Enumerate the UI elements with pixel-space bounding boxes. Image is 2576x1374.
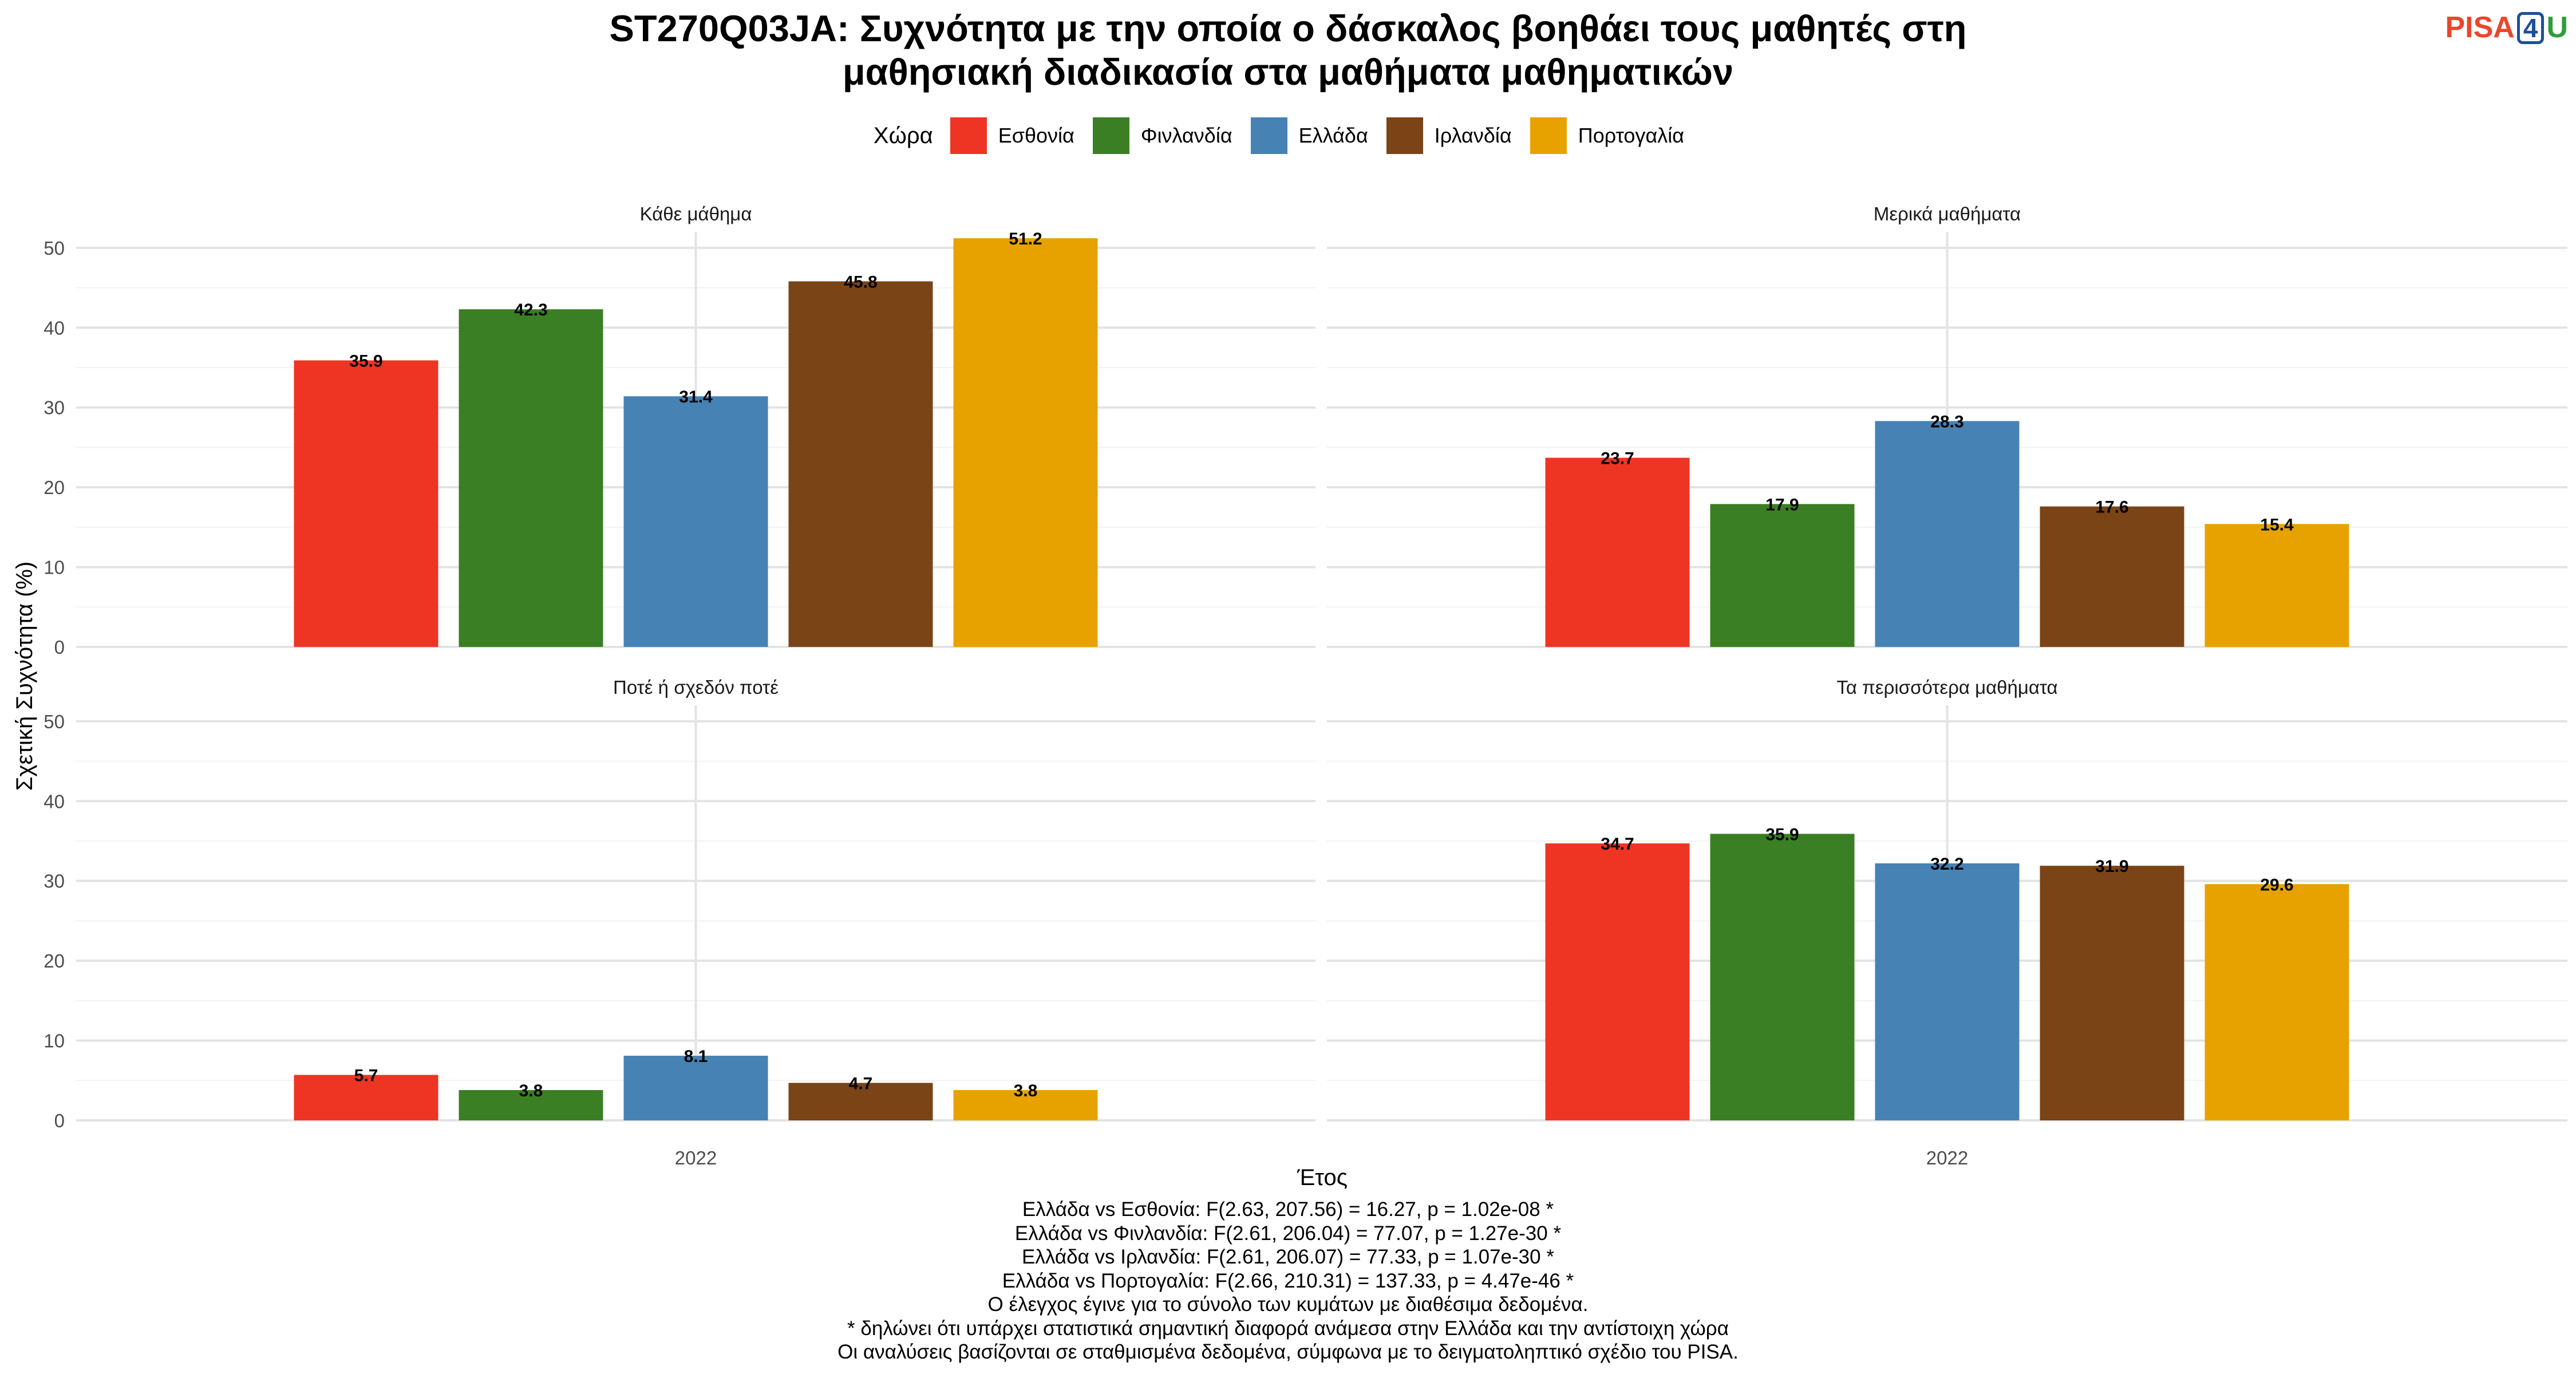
bar (459, 1090, 603, 1120)
logo-part: U (2546, 11, 2568, 44)
bar (1710, 504, 1855, 647)
bar (1875, 863, 2020, 1120)
facet-label: Κάθε μάθημα (640, 203, 752, 224)
data-label: 3.8 (519, 1081, 543, 1100)
legend-label: Εσθονία (998, 124, 1074, 147)
legend-label: Φινλανδία (1140, 124, 1232, 147)
data-label: 35.9 (349, 352, 382, 370)
facet-label: Μερικά μαθήματα (1874, 203, 2021, 224)
bar (2204, 884, 2349, 1120)
y-tick-label: 50 (44, 238, 65, 259)
bar (459, 309, 603, 647)
legend-swatch (1530, 117, 1567, 154)
note-line: * δηλώνει ότι υπάρχει στατιστικά σημαντι… (847, 1317, 1729, 1340)
legend-swatch (950, 117, 987, 154)
data-label: 45.8 (844, 273, 877, 291)
legend-item: Φινλανδία (1092, 117, 1232, 154)
bar (1545, 457, 1690, 647)
data-label: 29.6 (2260, 875, 2293, 894)
data-label: 3.8 (1014, 1081, 1038, 1100)
facet-label: Τα περισσότερα μαθήματα (1836, 677, 2057, 698)
bar (1545, 843, 1690, 1120)
chart-title: ST270Q03JA: Συχνότητα με την οποία ο δάσ… (0, 7, 2576, 94)
legend-swatch (1250, 117, 1287, 154)
x-tick-label: 2022 (675, 1147, 717, 1168)
bar (2204, 524, 2349, 647)
data-label: 42.3 (514, 301, 547, 319)
y-tick-label: 20 (44, 477, 65, 498)
logo-part: PISA (2445, 11, 2515, 44)
pisa4u-logo: PISA 4 U (2445, 10, 2568, 45)
bar (788, 281, 933, 647)
facet-label: Ποτέ ή σχεδόν ποτέ (613, 677, 779, 698)
bar (294, 360, 438, 647)
data-label: 31.9 (2095, 857, 2128, 876)
legend-item: Ελλάδα (1250, 117, 1368, 154)
legend-title: Χώρα (873, 123, 933, 148)
bar (294, 1075, 438, 1120)
note-line: Ελλάδα vs Εσθονία: F(2.63, 207.56) = 16.… (1022, 1198, 1554, 1221)
legend-item: Ιρλανδία (1386, 117, 1512, 154)
y-tick-label: 10 (44, 1030, 65, 1052)
data-label: 32.2 (1930, 855, 1963, 874)
y-tick-label: 40 (44, 317, 65, 338)
note-line: Ο έλεγχος έγινε για το σύνολο των κυμάτω… (987, 1293, 1589, 1316)
chart-title-line: μαθησιακή διαδικασία στα μαθήματα μαθημα… (842, 51, 1734, 93)
legend-label: Ιρλανδία (1434, 124, 1512, 147)
legend-item: Πορτογαλία (1530, 117, 1684, 154)
bar (2040, 506, 2184, 647)
y-tick-label: 0 (54, 637, 65, 658)
data-label: 15.4 (2260, 515, 2294, 534)
bar (788, 1083, 933, 1120)
data-label: 17.6 (2095, 498, 2128, 517)
bar (623, 396, 768, 647)
data-label: 31.4 (679, 388, 713, 406)
y-tick-label: 50 (44, 711, 65, 732)
note-line: Ελλάδα vs Ιρλανδία: F(2.61, 206.07) = 77… (1022, 1246, 1554, 1268)
data-label: 35.9 (1765, 825, 1799, 844)
data-label: 17.9 (1765, 495, 1799, 514)
note-line: Ελλάδα vs Φινλανδία: F(2.61, 206.04) = 7… (1014, 1222, 1562, 1245)
bar (953, 238, 1098, 647)
data-label: 4.7 (849, 1074, 873, 1093)
chart-legend: Χώρα Εσθονία Φινλανδία Ελλάδα Ιρλανδία Πορτο… (0, 117, 2576, 154)
data-label: 5.7 (354, 1067, 378, 1085)
data-label: 34.7 (1601, 835, 1634, 854)
data-label: 28.3 (1930, 412, 1963, 431)
x-tick-label: 2022 (1926, 1147, 1968, 1168)
y-tick-label: 0 (54, 1110, 65, 1131)
chart-title-line: ST270Q03JA: Συχνότητα με την οποία ο δάσ… (609, 7, 1967, 49)
y-axis-title: Σχετική Συχνότητα (%) (12, 562, 37, 791)
legend-label: Ελλάδα (1298, 124, 1368, 147)
legend-item: Εσθονία (950, 117, 1074, 154)
y-tick-label: 20 (44, 950, 65, 972)
bar (623, 1056, 768, 1120)
note-line: Οι αναλύσεις βασίζονται σε σταθμισμένα δ… (837, 1341, 1739, 1363)
bar (953, 1090, 1098, 1120)
y-tick-label: 30 (44, 397, 65, 418)
data-label: 51.2 (1009, 230, 1042, 248)
chart-notes: Ελλάδα vs Εσθονία: F(2.63, 207.56) = 16.… (0, 1198, 2576, 1364)
legend-swatch (1092, 117, 1129, 154)
x-axis-title: Έτος (1297, 1165, 1348, 1190)
bar (1875, 421, 2020, 647)
legend-swatch (1386, 117, 1423, 154)
bar (1710, 834, 1855, 1120)
logo-part: 4 (2516, 12, 2545, 44)
data-label: 23.7 (1601, 449, 1634, 468)
y-tick-label: 40 (44, 791, 65, 812)
legend-label: Πορτογαλία (1578, 124, 1685, 147)
bar (2040, 866, 2184, 1120)
y-tick-label: 30 (44, 871, 65, 892)
note-line: Ελλάδα vs Πορτογαλία: F(2.66, 210.31) = … (1002, 1269, 1574, 1292)
data-label: 8.1 (684, 1047, 708, 1066)
y-tick-label: 10 (44, 557, 65, 578)
